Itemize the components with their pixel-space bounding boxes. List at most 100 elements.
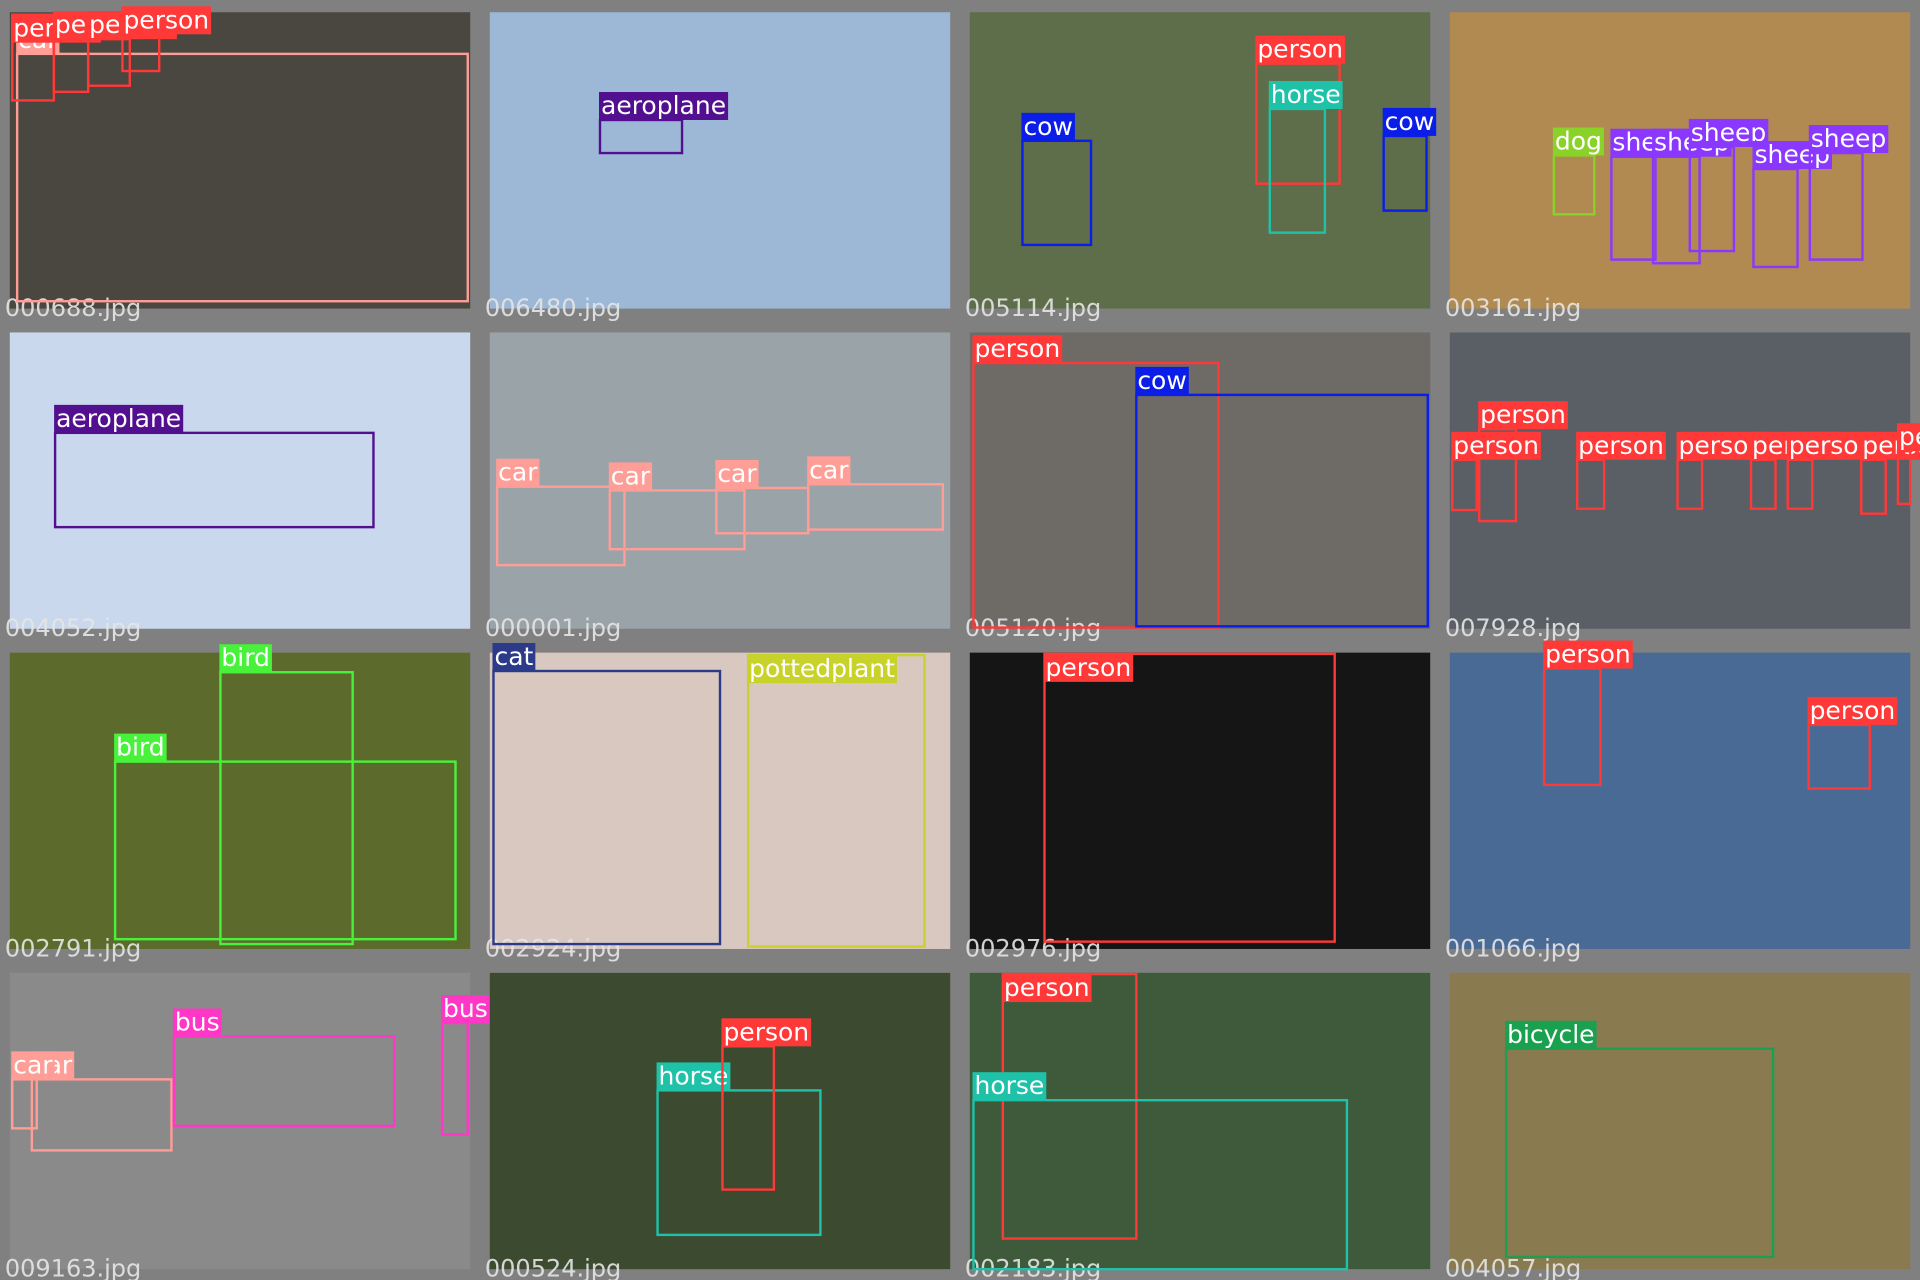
bounding-box — [972, 1098, 1349, 1271]
bounding-box — [53, 431, 375, 529]
bounding-box — [806, 483, 945, 531]
bounding-box — [608, 489, 746, 551]
image — [1449, 332, 1911, 629]
label-background — [721, 1018, 812, 1047]
label-background — [1543, 640, 1633, 669]
bounding-box — [15, 52, 469, 303]
label-background — [747, 655, 897, 684]
label-background — [1268, 80, 1343, 109]
filename: 005114.jpg — [965, 294, 1101, 322]
image — [9, 332, 471, 629]
detection-label: person — [1578, 431, 1664, 460]
detection-label: horse — [974, 1071, 1044, 1100]
tile: 006480.jpg aeroplane — [485, 12, 951, 322]
tile: 004052.jpg aeroplane — [5, 332, 471, 642]
bounding-box — [746, 653, 926, 948]
filename: 002924.jpg — [485, 934, 621, 962]
bounding-box — [1451, 458, 1478, 512]
bounding-box — [1001, 972, 1138, 1240]
bounding-box — [972, 361, 1220, 629]
detection-label: person — [1257, 35, 1343, 64]
label-background — [1135, 366, 1189, 395]
bounding-box — [1575, 458, 1606, 510]
label-background — [1001, 974, 1092, 1003]
detection-label: person — [1480, 400, 1566, 429]
label-background — [1808, 125, 1889, 154]
filename: 000688.jpg — [5, 294, 141, 322]
image — [489, 972, 951, 1270]
detection-label: car — [498, 458, 538, 487]
label-background — [219, 644, 272, 673]
filename: 000524.jpg — [485, 1255, 621, 1280]
detection-label: person — [1899, 422, 1920, 451]
tile: 002924.jpg cat pottedplant — [485, 642, 951, 962]
bounding-box — [1542, 667, 1602, 787]
label-background — [972, 1072, 1047, 1101]
label-background — [496, 458, 540, 487]
detection-label: bird — [116, 733, 165, 762]
filename: 007928.jpg — [1445, 614, 1581, 642]
filename: 003161.jpg — [1445, 294, 1581, 322]
label-background — [807, 456, 851, 485]
image — [9, 652, 471, 949]
label-background — [11, 1051, 55, 1080]
label-background — [1478, 401, 1568, 430]
tile: 003161.jpgdogsheepsheepsheepsheepsheep — [1445, 12, 1911, 322]
detection-label: car — [717, 459, 757, 488]
bounding-box — [113, 760, 457, 941]
detection-label: cow — [1385, 107, 1435, 136]
filename: 002976.jpg — [965, 934, 1101, 962]
label-background — [1451, 431, 1541, 460]
bounding-box — [30, 1078, 173, 1152]
detection-label: pottedplant — [749, 654, 895, 683]
bounding-box — [1786, 458, 1814, 510]
detection-label: person — [1004, 973, 1090, 1002]
bounding-box — [656, 1089, 822, 1237]
bounding-box — [495, 485, 626, 567]
tile: 002183.jpg person horse — [965, 972, 1431, 1280]
tile: 004057.jpg bicycle — [1445, 972, 1911, 1280]
image — [969, 12, 1431, 309]
label-background — [1043, 653, 1134, 682]
label-background — [1552, 127, 1604, 156]
filename: 004052.jpg — [5, 614, 141, 642]
bounding-box — [172, 1035, 396, 1128]
filename: 001066.jpg — [1445, 934, 1581, 962]
label-background — [715, 459, 759, 488]
filename: 006480.jpg — [485, 294, 621, 322]
detection-label: cow — [1137, 366, 1187, 395]
tile: 000688.jpgcarpersonpersonpersonperson — [5, 5, 471, 322]
detection-label: bird — [221, 643, 270, 672]
detection-label: bicycle — [1507, 1020, 1594, 1049]
detection-label: horse — [1271, 80, 1341, 109]
image — [489, 12, 951, 309]
detection-label: bus — [443, 994, 488, 1023]
label-background — [1576, 431, 1666, 460]
label-background — [608, 462, 653, 491]
label-background — [599, 92, 729, 120]
label-background — [441, 995, 490, 1024]
tile: 001066.jpg person person — [1445, 640, 1911, 962]
filename: 000001.jpg — [485, 614, 621, 642]
image — [9, 12, 471, 309]
bounding-box — [219, 671, 354, 946]
bounding-box — [1504, 1047, 1775, 1259]
image — [9, 972, 471, 1270]
label-background — [114, 733, 167, 762]
label-background — [121, 6, 212, 35]
detection-label: person — [123, 5, 209, 34]
detection-label: person — [1789, 431, 1875, 460]
label-background — [1382, 107, 1437, 136]
detection-label: aeroplane — [56, 404, 181, 433]
filename: 004057.jpg — [1445, 1255, 1581, 1280]
detection-label: cow — [1023, 112, 1073, 141]
image — [969, 332, 1431, 629]
detection-label: car — [809, 455, 849, 484]
detection-label: person — [1810, 696, 1896, 725]
label-background — [656, 1062, 731, 1091]
